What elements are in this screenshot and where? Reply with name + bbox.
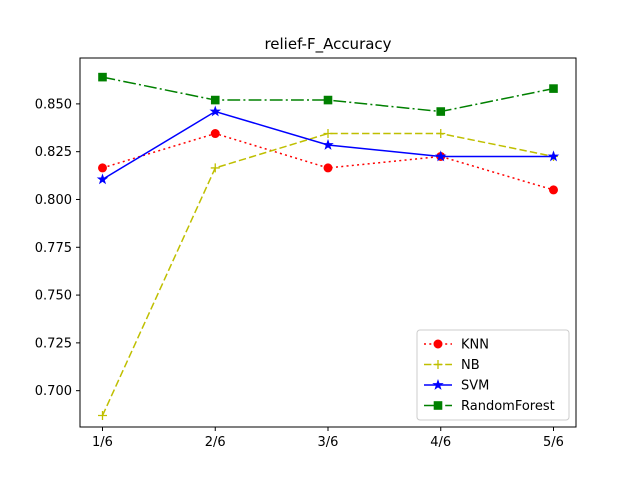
data-point-svm-3 [322, 138, 334, 150]
legend-marker-randomforest [433, 401, 443, 410]
series-line-knn [102, 132, 554, 191]
legend-marker-svm [432, 378, 444, 390]
legend-item-svm: SVM [424, 379, 489, 394]
chart-title: relief-F_Accuracy [264, 35, 391, 54]
data-point-randomforest-2 [210, 95, 220, 105]
y-tick-label: 0.800 [35, 193, 72, 208]
y-tick-label: 0.700 [35, 384, 72, 399]
x-tick-label: 5/6 [543, 435, 564, 450]
series-nb [98, 129, 558, 421]
data-point-svm-5 [547, 150, 560, 162]
legend-marker-nb [433, 360, 443, 369]
legend: KNN NB SVM RandomForest [416, 329, 570, 421]
legend-item-randomforest: RandomForest [424, 399, 555, 414]
data-point-randomforest-5 [549, 84, 558, 93]
series-randomforest [98, 72, 558, 116]
legend-label-nb: NB [461, 358, 480, 373]
data-point-svm-2 [209, 105, 221, 117]
x-tick-label: 4/6 [430, 435, 451, 450]
data-point-nb-1 [98, 411, 107, 421]
y-tick-label: 0.825 [35, 145, 72, 160]
x-tick-label: 1/6 [92, 435, 113, 450]
data-point-knn-1 [98, 163, 107, 173]
data-point-nb-3 [323, 129, 333, 139]
legend-item-knn: KNN [424, 338, 489, 353]
data-point-svm-1 [96, 173, 109, 185]
axes-layer: 1/6 2/6 3/6 4/6 5/6 0.700 0.725 0.750 0.775 0.800… [35, 57, 577, 450]
data-point-knn-2 [210, 129, 220, 139]
data-point-knn-5 [549, 185, 558, 195]
y-tick-label: 0.725 [35, 336, 72, 351]
data-point-svm-4 [435, 150, 447, 162]
data-point-nb-2 [210, 163, 220, 173]
data-point-randomforest-4 [436, 107, 446, 116]
data-point-randomforest-3 [323, 95, 333, 105]
data-point-randomforest-1 [98, 72, 107, 82]
data-point-nb-4 [436, 129, 446, 139]
series-line-nb [101, 132, 554, 416]
y-tick-label: 0.750 [35, 289, 72, 304]
series-svm [96, 105, 560, 185]
legend-marker-knn [433, 339, 443, 349]
y-tick-label: 0.850 [35, 97, 72, 112]
legend-label-randomforest: RandomForest [461, 399, 555, 414]
data-point-knn-3 [323, 163, 333, 173]
series-layer [96, 72, 560, 421]
legend-item-nb: NB [424, 358, 480, 373]
x-tick-label: 2/6 [205, 435, 226, 450]
legend-label-svm: SVM [461, 379, 489, 394]
y-tick-label: 0.775 [35, 241, 72, 256]
legend-box [416, 329, 570, 421]
legend-label-knn: KNN [461, 338, 489, 353]
x-tick-label: 3/6 [318, 435, 339, 450]
